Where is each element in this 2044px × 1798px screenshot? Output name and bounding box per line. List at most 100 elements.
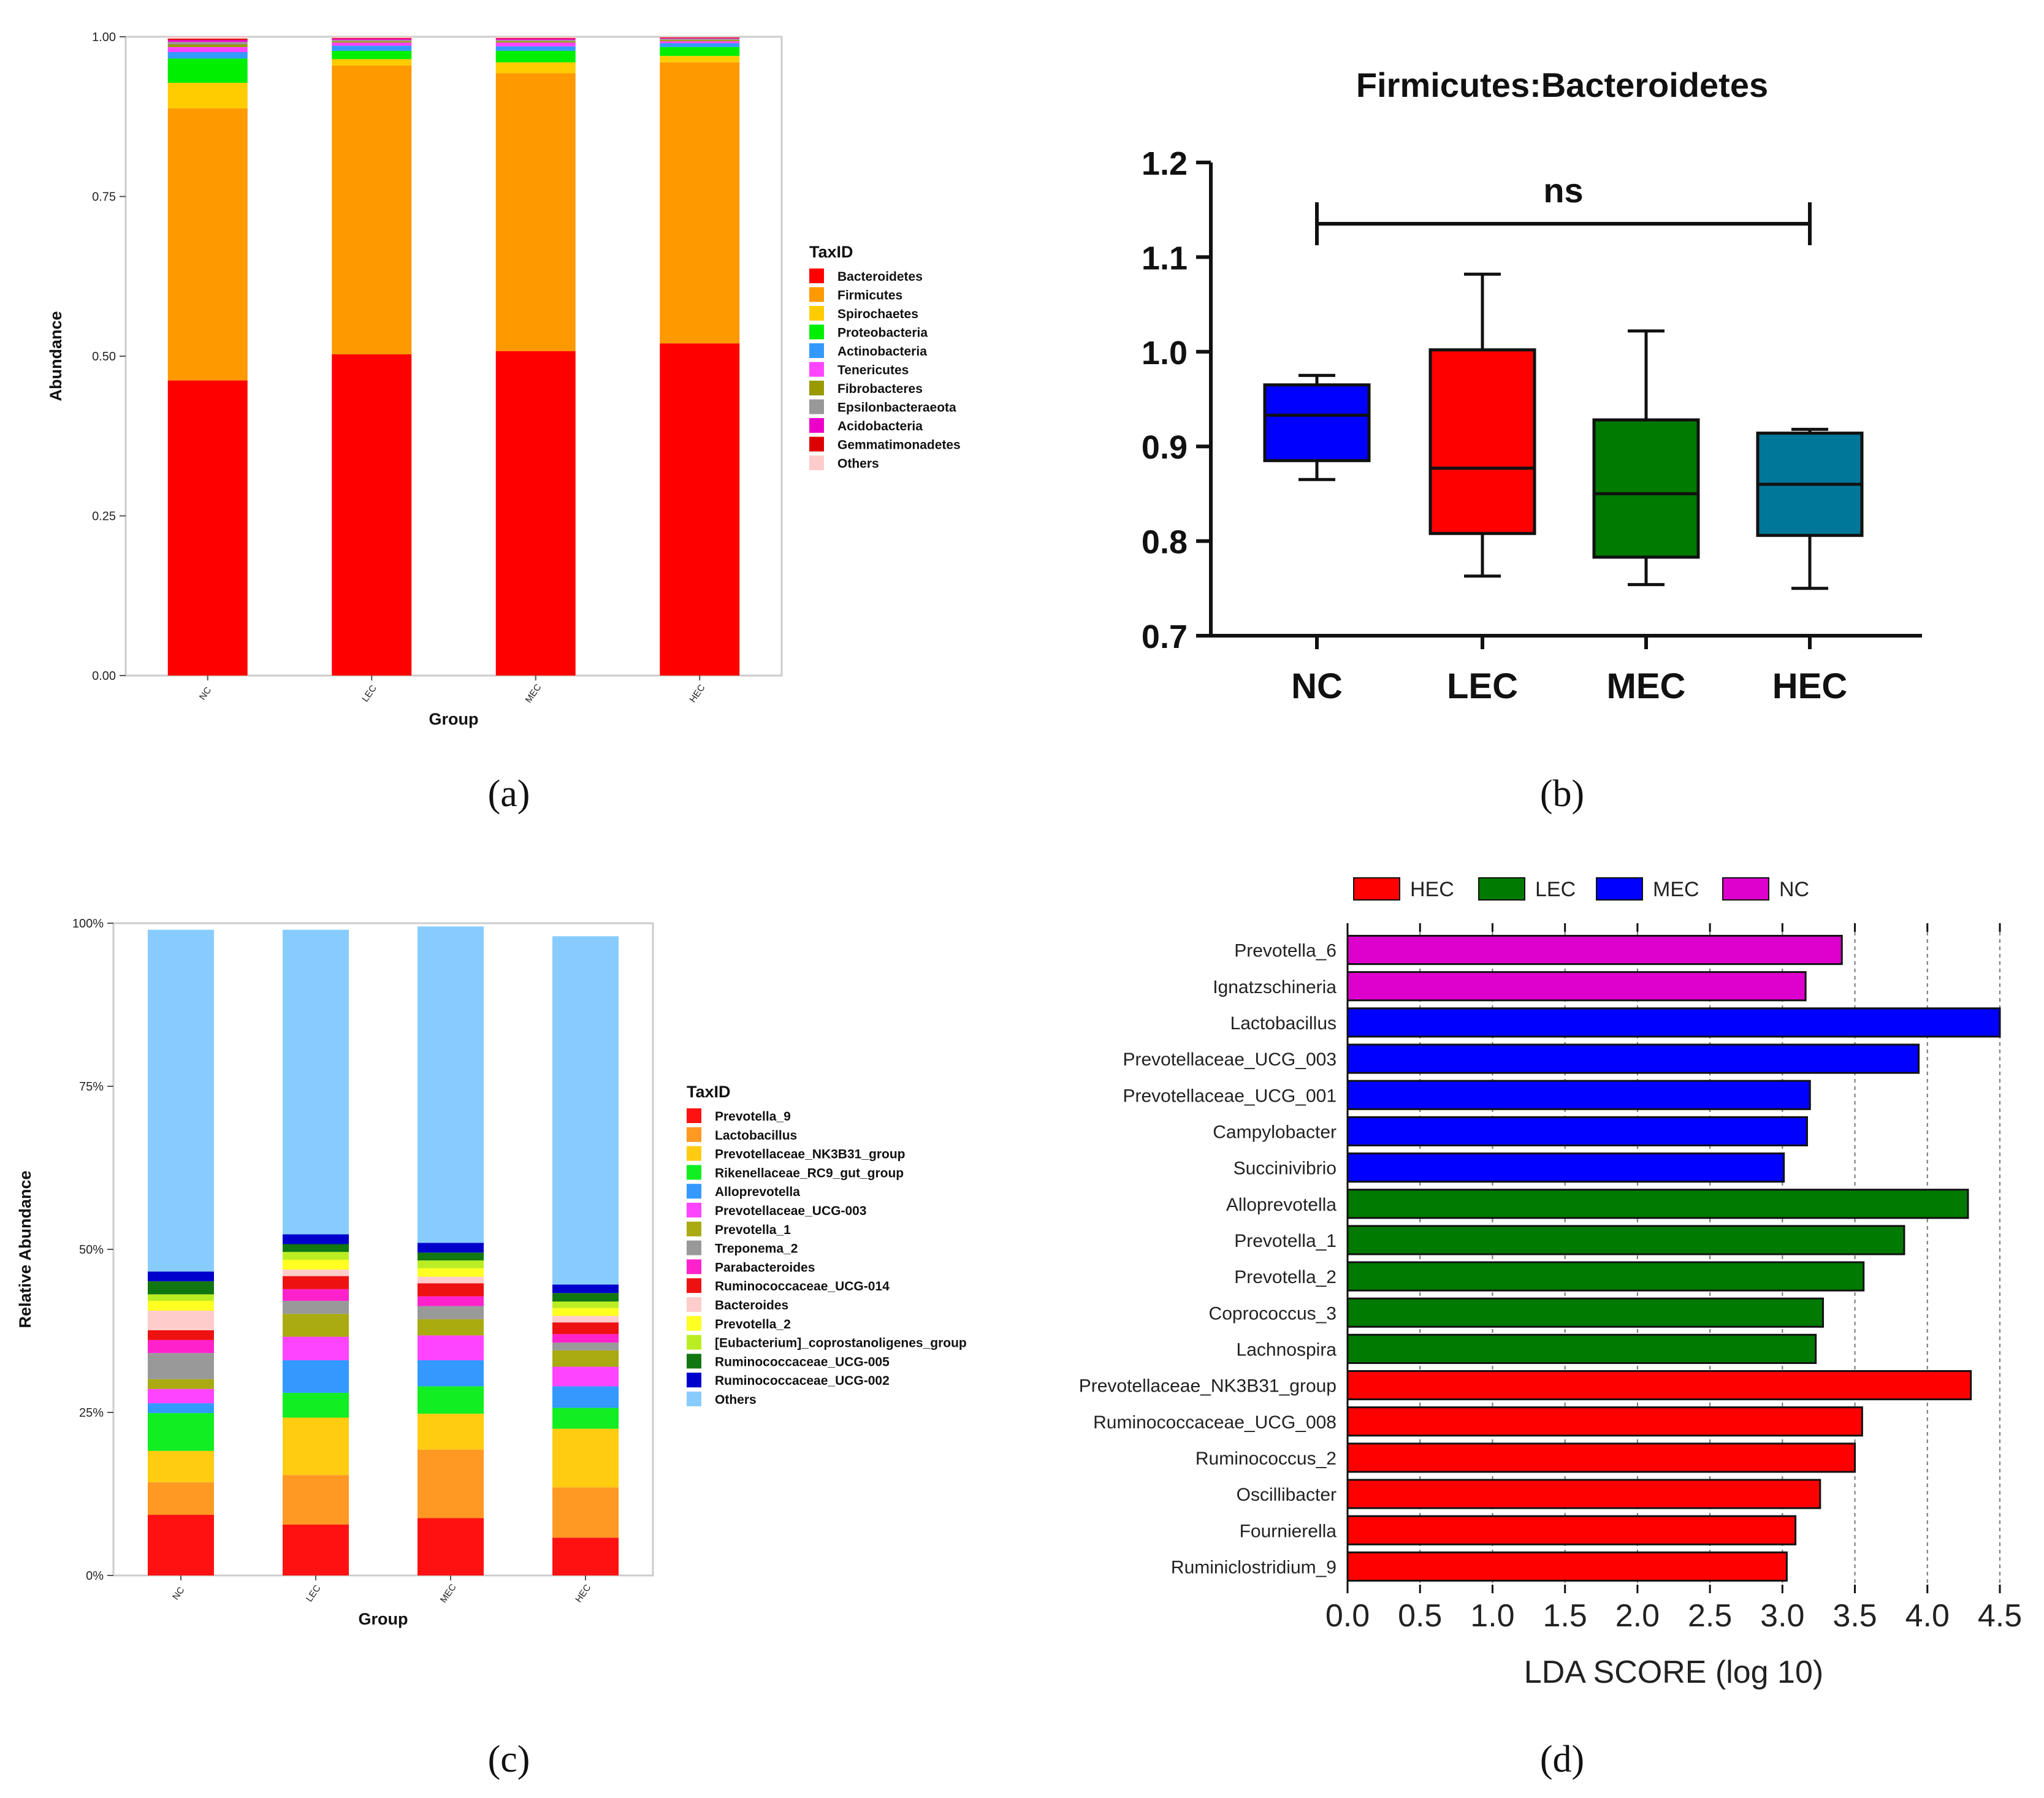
lda-label-ruminococcaceae-ucg-008: Ruminococcaceae_UCG_008 bbox=[1093, 1412, 1337, 1433]
lda-label-oscillibacter: Oscillibacter bbox=[1237, 1485, 1337, 1505]
legend-label-bacteroidetes: Bacteroidetes bbox=[837, 270, 923, 284]
legend-swatch-fibrobacteres bbox=[809, 381, 824, 395]
legend-label-prevotella-9: Prevotella_9 bbox=[715, 1110, 791, 1124]
bar-lec-lactobacillus bbox=[283, 1475, 349, 1525]
bar-lec-eubacterium-coprostanoligenes-group bbox=[283, 1252, 349, 1260]
legend-swatch-ruminococcaceae-ucg-002 bbox=[687, 1373, 701, 1388]
bar-lec-alloprevotella bbox=[283, 1360, 349, 1393]
bar-hec-ruminococcaceae-ucg-014 bbox=[552, 1322, 619, 1335]
y-tick-label: 50% bbox=[79, 1243, 104, 1257]
y-tick-label: 0% bbox=[86, 1569, 104, 1583]
x-axis-title: Group bbox=[429, 710, 479, 728]
lda-label-prevotellaceae-nk3b31-group: Prevotellaceae_NK3B31_group bbox=[1079, 1376, 1337, 1396]
bar-hec-prevotella-2 bbox=[552, 1308, 619, 1316]
panel-label-c: (c) bbox=[488, 1739, 530, 1780]
lda-label-fournierella: Fournierella bbox=[1240, 1521, 1337, 1541]
bar-mec-prevotellaceae-ucg-003 bbox=[418, 1335, 484, 1360]
x-tick-label-hec: HEC bbox=[573, 1582, 593, 1604]
lda-bar-prevotella-2 bbox=[1346, 1261, 1865, 1292]
bar-mec-tenericutes bbox=[495, 42, 576, 47]
legend-swatch-tenericutes bbox=[809, 362, 824, 377]
chart-d-lda-scores: HEC LEC MEC NC 0.0 0.5 1.0 1.5 2.0 2.5 3.0 3.5 4.0 4.… bbox=[1079, 877, 2022, 1690]
lda-bar-prevotellaceae-ucg-003 bbox=[1346, 1043, 1920, 1074]
legend-label-acidobacteria: Acidobacteria bbox=[837, 419, 923, 433]
bar-mec-actinobacteria bbox=[495, 46, 576, 51]
bar-nc-ruminococcaceae-ucg-005 bbox=[148, 1281, 214, 1295]
legend-swatch-prevotellaceae-nk3b31-group bbox=[687, 1146, 701, 1161]
x-tick-label-lec: LEC bbox=[1447, 666, 1518, 706]
y-tick-label: 0.7 bbox=[1142, 619, 1188, 655]
bar-nc-eubacterium-coprostanoligenes-group bbox=[148, 1294, 214, 1301]
y-tick-label: 0.75 bbox=[92, 191, 116, 204]
bar-lec-others bbox=[332, 37, 412, 39]
bar-lec-ruminococcaceae-ucg-014 bbox=[283, 1276, 349, 1289]
bar-hec-ruminococcaceae-ucg-002 bbox=[552, 1284, 619, 1293]
bar-nc-acidobacteria bbox=[167, 40, 248, 42]
bar-mec-lactobacillus bbox=[418, 1449, 484, 1518]
lda-label-prevotella-6: Prevotella_6 bbox=[1234, 941, 1337, 961]
bar-lec-acidobacteria bbox=[332, 39, 412, 40]
legend-swatch-actinobacteria bbox=[809, 343, 824, 358]
bar-lec-ruminococcaceae-ucg-005 bbox=[283, 1244, 349, 1252]
bar-lec-prevotella-9 bbox=[283, 1525, 349, 1575]
legend-swatch-ruminococcaceae-ucg-014 bbox=[687, 1278, 701, 1293]
legend-label-firmicutes: Firmicutes bbox=[837, 289, 902, 303]
bar-lec-ruminococcaceae-ucg-002 bbox=[283, 1234, 349, 1244]
bar-nc-actinobacteria bbox=[167, 52, 248, 59]
bar-nc-ruminococcaceae-ucg-014 bbox=[148, 1330, 214, 1340]
bar-mec-epsilonbacteraeota bbox=[495, 40, 576, 42]
legend-label-ruminococcaceae-ucg-005: Ruminococcaceae_UCG-005 bbox=[715, 1355, 890, 1369]
bar-hec-actinobacteria bbox=[660, 43, 740, 47]
bar-hec-ruminococcaceae-ucg-005 bbox=[552, 1293, 619, 1302]
legend-label-treponema-2: Treponema_2 bbox=[715, 1242, 798, 1256]
lda-bar-lachnospira bbox=[1346, 1333, 1817, 1364]
legend-swatch-rikenellaceae-rc9-gut-group bbox=[687, 1165, 701, 1180]
bar-lec-proteobacteria bbox=[332, 50, 412, 59]
bar-nc-lactobacillus bbox=[148, 1482, 214, 1515]
legend-swatch-others bbox=[687, 1392, 701, 1406]
bar-mec-bacteroidetes bbox=[495, 351, 576, 676]
bar-mec-prevotella-2 bbox=[418, 1268, 484, 1277]
legend-label-alloprevotella: Alloprevotella bbox=[715, 1185, 800, 1199]
y-tick-label: 1.2 bbox=[1142, 145, 1188, 182]
bar-hec-lactobacillus bbox=[552, 1487, 619, 1538]
bar-nc-fibrobacteres bbox=[167, 44, 248, 47]
bar-hec-bacteroidetes bbox=[660, 343, 740, 676]
x-tick-label: 0.0 bbox=[1325, 1598, 1370, 1634]
y-axis-title: Relative Abundance bbox=[16, 1170, 34, 1328]
legend-swatch-acidobacteria bbox=[809, 418, 824, 433]
bar-nc-epsilonbacteraeota bbox=[167, 42, 248, 45]
x-tick-label-nc: NC bbox=[1291, 666, 1343, 706]
bar-hec-fibrobacteres bbox=[660, 40, 740, 42]
lda-bar-succinivibrio bbox=[1346, 1152, 1785, 1183]
legend-swatch-others bbox=[809, 455, 824, 470]
bar-mec-parabacteroides bbox=[418, 1296, 484, 1306]
x-tick-label: 3.0 bbox=[1760, 1598, 1804, 1634]
x-tick-label-mec: MEC bbox=[1607, 666, 1686, 706]
y-tick-label: 1.1 bbox=[1142, 240, 1188, 276]
lda-bar-ignatzschineria bbox=[1346, 971, 1807, 1002]
legend-swatch-lactobacillus bbox=[687, 1127, 701, 1142]
lda-label-succinivibrio: Succinivibrio bbox=[1234, 1159, 1337, 1179]
lda-label-campylobacter: Campylobacter bbox=[1213, 1122, 1337, 1142]
legend-swatch-prevotellaceae-ucg-003 bbox=[687, 1203, 701, 1217]
bar-mec-prevotellaceae-nk3b31-group bbox=[418, 1414, 484, 1450]
bar-nc-firmicutes bbox=[167, 108, 248, 381]
chart-c-genus-relative-abundance: 0% 25% 50% 75% 100% NC LEC MEC HEC Group Relative … bbox=[16, 917, 967, 1628]
legend-label-mec: MEC bbox=[1653, 878, 1699, 901]
lda-label-prevotellaceae-ucg-001: Prevotellaceae_UCG_001 bbox=[1123, 1086, 1337, 1106]
bar-hec-tenericutes bbox=[660, 41, 740, 44]
bar-mec-others bbox=[418, 926, 484, 1243]
bar-hec-rikenellaceae-rc9-gut-group bbox=[552, 1408, 619, 1429]
bar-nc-prevotella-2 bbox=[148, 1301, 214, 1311]
x-tick-label-mec: MEC bbox=[438, 1582, 459, 1605]
x-tick-label: 4.5 bbox=[1978, 1598, 2022, 1634]
legend-label-lactobacillus: Lactobacillus bbox=[715, 1129, 797, 1143]
lda-bar-oscillibacter bbox=[1346, 1479, 1821, 1509]
x-tick-label-lec: LEC bbox=[304, 1583, 323, 1604]
lda-bar-prevotella-1 bbox=[1346, 1225, 1905, 1255]
bar-lec-gemmatimonadetes bbox=[332, 38, 412, 39]
legend-swatch-firmicutes bbox=[809, 287, 824, 302]
lda-bar-ruminococcus-2 bbox=[1346, 1442, 1856, 1473]
y-tick-label: 0.25 bbox=[92, 510, 116, 524]
